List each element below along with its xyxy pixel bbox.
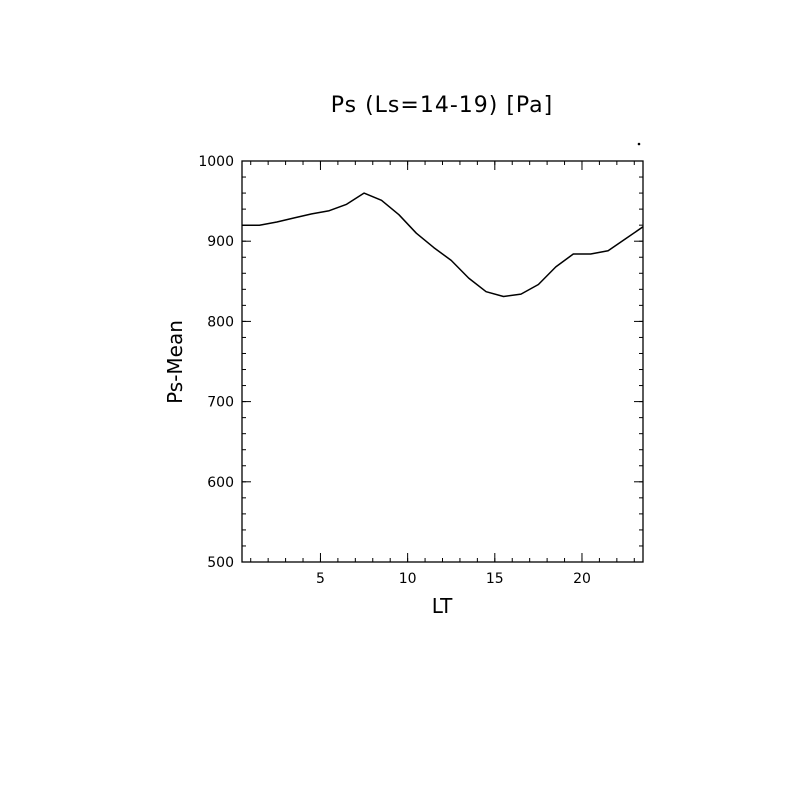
y-tick-label: 700: [207, 395, 234, 411]
y-tick-label: 500: [207, 555, 234, 571]
series-line-0: [242, 192, 644, 298]
series-group: [242, 192, 644, 298]
x-axis-label: LT: [432, 594, 453, 618]
y-tick-label: 800: [207, 314, 234, 330]
x-tick-labels: 5 10 15 20: [316, 571, 591, 587]
y-tick-labels: 500 600 700 800 900 1000: [198, 154, 234, 571]
x-tick-label: 5: [316, 571, 325, 587]
y-tick-label: 600: [207, 475, 234, 491]
x-tick-label: 10: [399, 571, 417, 587]
x-tick-label: 20: [573, 571, 591, 587]
y-axis-label: Ps-Mean: [163, 320, 187, 404]
y-tick-label: 1000: [198, 154, 234, 170]
y-tick-label: 900: [207, 234, 234, 250]
x-tick-label: 15: [486, 571, 504, 587]
plot-frame: [241, 160, 644, 563]
axis-ticks: [242, 160, 643, 563]
corner-dot: [637, 142, 641, 146]
chart-title: Ps (Ls=14-19) [Pa]: [331, 93, 554, 118]
